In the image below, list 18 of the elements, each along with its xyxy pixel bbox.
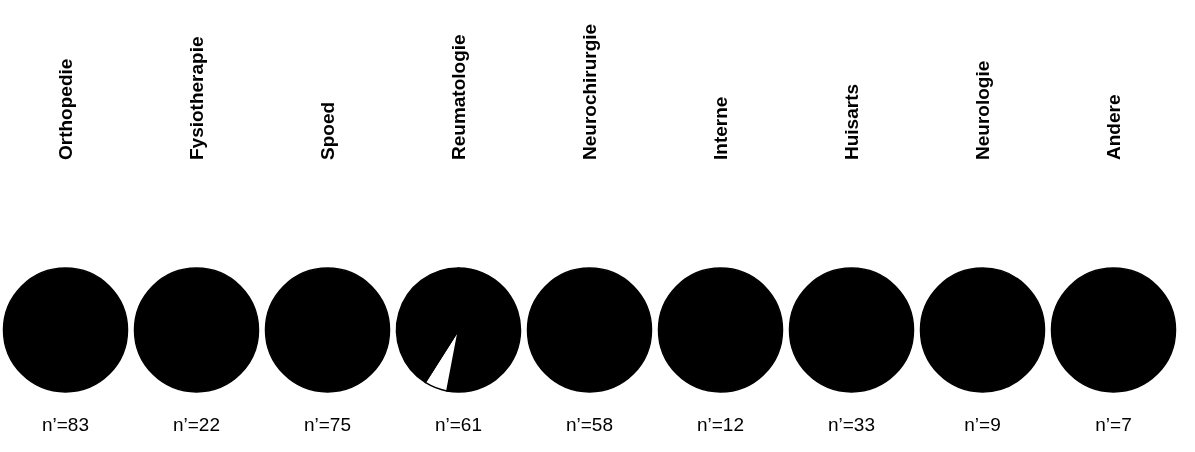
- text: n’=7: [1095, 414, 1132, 435]
- text: n’=9: [964, 414, 1001, 435]
- text: n’=61: [434, 414, 483, 435]
- chart-title: Orthopedie: [54, 58, 76, 160]
- text: n’=12: [696, 414, 745, 435]
- chart-title: Reumatologie: [447, 34, 469, 160]
- text: n’=58: [565, 414, 614, 435]
- text: n’=33: [827, 414, 876, 435]
- text: n’=75: [303, 414, 352, 435]
- text: n’=83: [41, 414, 90, 435]
- chart-title: Andere: [1102, 94, 1124, 160]
- chart-title: Interne: [709, 96, 731, 160]
- chart-title: Fysiotherapie: [185, 36, 207, 160]
- text: n’=22: [172, 414, 221, 435]
- chart-title: Huisarts: [840, 83, 862, 160]
- chart-title: Spoed: [316, 101, 338, 160]
- chart-title: Neurologie: [971, 60, 993, 160]
- chart-title: Neurochirurgie: [578, 23, 600, 160]
